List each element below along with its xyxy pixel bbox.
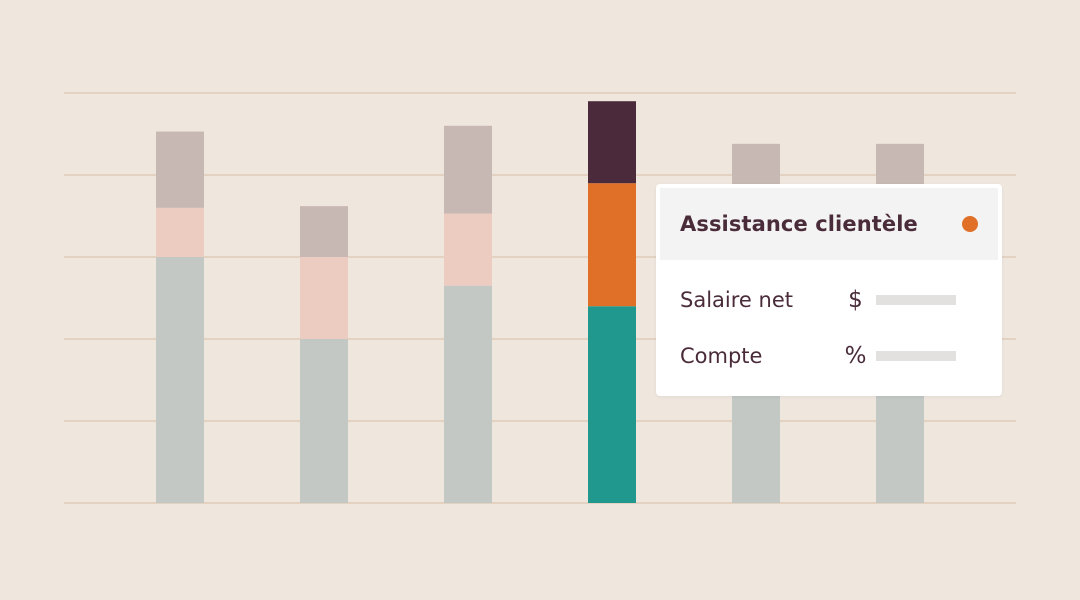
bar-segment-0 [444, 285, 492, 503]
tooltip-row-salary: Salaire net $ [680, 285, 956, 315]
bar-segment-0 [300, 339, 348, 503]
bar-segment-2 [588, 101, 636, 184]
value-placeholder-bar [876, 295, 956, 305]
bar[interactable] [444, 125, 492, 503]
dollar-icon: $ [848, 287, 863, 313]
bar-segment-1 [588, 183, 636, 307]
bar-segment-1 [300, 257, 348, 339]
series-color-dot-icon [962, 216, 978, 232]
bar-segment-2 [444, 125, 492, 214]
chart-tooltip: Assistance clientèle Salaire net $ Compt… [656, 184, 1002, 396]
row-label: Compte [680, 344, 763, 368]
bar[interactable] [300, 206, 348, 503]
bar-segment-0 [156, 257, 204, 503]
bar[interactable] [156, 131, 204, 503]
value-placeholder-bar [876, 351, 956, 361]
tooltip-row-count: Compte % [680, 341, 956, 371]
bar-segment-1 [156, 207, 204, 257]
percent-icon: % [844, 343, 867, 369]
tooltip-header: Assistance clientèle [660, 188, 998, 260]
gridlines [64, 92, 1016, 504]
bar-segment-1 [444, 213, 492, 286]
bar-segment-2 [156, 131, 204, 208]
row-label: Salaire net [680, 288, 793, 312]
tooltip-title: Assistance clientèle [680, 212, 918, 236]
bar-highlighted[interactable] [588, 101, 636, 503]
bar-segment-2 [300, 206, 348, 257]
bar-segment-0 [588, 306, 636, 503]
